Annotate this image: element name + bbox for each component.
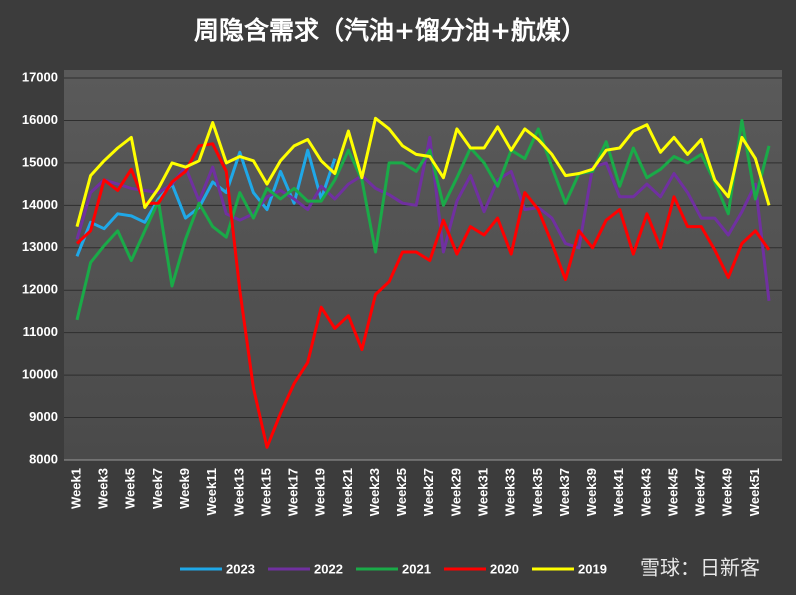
x-tick-label: Week19	[313, 468, 328, 516]
x-tick-label: Week43	[638, 468, 653, 516]
y-tick-label: 10000	[22, 367, 58, 382]
x-tick-label: Week33	[503, 468, 518, 516]
x-tick-label: Week3	[96, 468, 111, 509]
y-tick-label: 9000	[29, 409, 58, 424]
x-tick-label: Week21	[340, 468, 355, 516]
legend-label: 2023	[226, 561, 255, 576]
legend-label: 2021	[402, 561, 431, 576]
x-tick-label: Week11	[204, 468, 219, 515]
chart-title: 周隐含需求（汽油+馏分油+航煤）	[194, 16, 586, 45]
series-line	[75, 142, 771, 449]
x-tick-label: Week17	[286, 468, 301, 516]
x-tick-label: Week29	[448, 468, 463, 516]
series-line	[75, 135, 771, 301]
legend-label: 2019	[578, 561, 607, 576]
x-tick-label: Week15	[258, 468, 273, 516]
legend-label: 2022	[314, 561, 343, 576]
x-tick-label: Week27	[421, 468, 436, 516]
x-tick-label: Week37	[557, 468, 572, 516]
y-tick-label: 13000	[22, 239, 58, 254]
legend-label: 2020	[490, 561, 519, 576]
x-tick-label: Week25	[394, 468, 409, 516]
y-tick-label: 11000	[23, 324, 58, 339]
x-tick-label: Week23	[367, 468, 382, 516]
x-tick-label: Week39	[584, 468, 599, 516]
x-tick-label: Week49	[720, 468, 735, 516]
x-tick-label: Week41	[611, 468, 626, 516]
y-tick-label: 8000	[29, 451, 58, 466]
y-tick-label: 12000	[22, 282, 58, 297]
x-tick-label: Week7	[150, 468, 165, 509]
y-tick-label: 14000	[22, 197, 58, 212]
watermark: 雪球：日新客	[640, 556, 760, 580]
x-tick-label: Week1	[68, 468, 83, 509]
plot-area	[64, 70, 782, 460]
series-line	[75, 118, 771, 321]
x-tick-label: Week35	[530, 468, 545, 516]
series-line	[75, 116, 771, 227]
y-tick-label: 15000	[22, 154, 58, 169]
x-tick-label: Week13	[231, 468, 246, 516]
y-tick-label: 17000	[22, 69, 58, 84]
x-tick-label: Week31	[475, 468, 490, 516]
x-tick-label: Week45	[665, 468, 680, 516]
x-tick-label: Week47	[693, 468, 708, 516]
x-tick-label: Week51	[747, 468, 762, 516]
y-tick-label: 16000	[22, 112, 58, 127]
x-tick-label: Week9	[177, 468, 192, 509]
x-tick-label: Week5	[123, 468, 138, 509]
